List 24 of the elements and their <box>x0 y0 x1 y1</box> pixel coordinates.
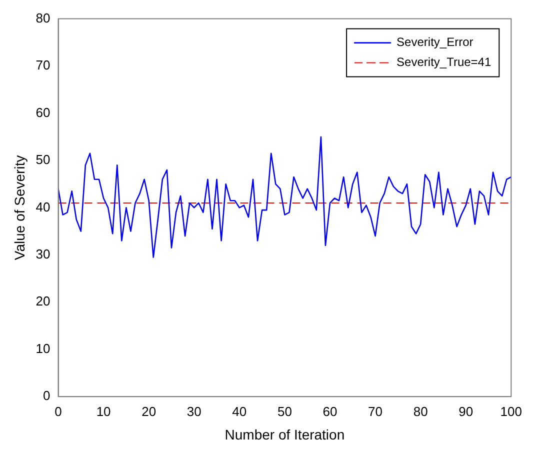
y-tick-label: 20 <box>36 294 50 309</box>
x-tick-label: 40 <box>232 404 247 419</box>
x-tick-label: 50 <box>277 404 292 419</box>
x-tick-label: 10 <box>96 404 111 419</box>
x-tick-label: 60 <box>322 404 338 419</box>
y-tick-label: 60 <box>36 104 50 120</box>
x-tick-label: 0 <box>54 404 62 419</box>
y-axis-title: Value of Severity <box>11 155 28 260</box>
x-axis-title: Number of Iteration <box>224 426 345 442</box>
legend-label: Severity_Error <box>396 35 474 50</box>
y-tick-label: 50 <box>36 152 50 168</box>
x-tick-label: 90 <box>458 404 474 419</box>
y-tick-label: 70 <box>36 58 50 73</box>
legend-label: Severity_True=41 <box>396 55 492 70</box>
y-tick-label: 30 <box>36 246 50 262</box>
y-tick-label: 80 <box>36 10 50 26</box>
x-tick-label: 70 <box>368 404 383 419</box>
y-tick-label: 0 <box>43 388 50 404</box>
x-tick-label: 30 <box>186 404 202 419</box>
x-tick-label: 20 <box>142 404 156 419</box>
x-tick-label: 80 <box>413 404 428 419</box>
y-tick-label: 40 <box>36 199 50 214</box>
x-tick-label: 100 <box>500 404 522 419</box>
y-tick-label: 10 <box>36 340 50 356</box>
